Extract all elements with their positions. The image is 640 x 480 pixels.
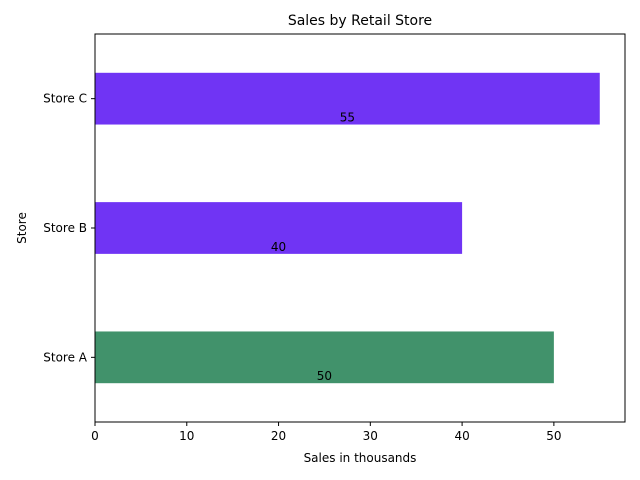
bar-value-label: 40 (271, 240, 286, 254)
y-axis-label: Store (15, 212, 29, 244)
x-tick-label: 20 (271, 429, 286, 443)
x-tick-label: 0 (91, 429, 99, 443)
bar-value-label: 50 (317, 369, 332, 383)
x-tick-label: 50 (546, 429, 561, 443)
bar-value-label: 55 (340, 111, 355, 125)
chart-title: Sales by Retail Store (288, 13, 432, 29)
y-tick-label: Store A (43, 350, 88, 364)
x-tick-label: 30 (363, 429, 378, 443)
plot-frame (94, 33, 626, 423)
y-tick-label: Store C (43, 92, 87, 106)
plot-area: 50 Store A 40 Store B 55 Store C 0 10 20 30 40 50 (43, 72, 600, 443)
x-axis-label: Sales in thousands (304, 451, 417, 465)
y-tick-label: Store B (43, 221, 87, 235)
x-tick-label: 10 (179, 429, 194, 443)
bar-store-b (95, 202, 463, 254)
x-tick-label: 40 (454, 429, 469, 443)
bar-store-c (95, 72, 600, 125)
bar-store-a (95, 331, 554, 384)
